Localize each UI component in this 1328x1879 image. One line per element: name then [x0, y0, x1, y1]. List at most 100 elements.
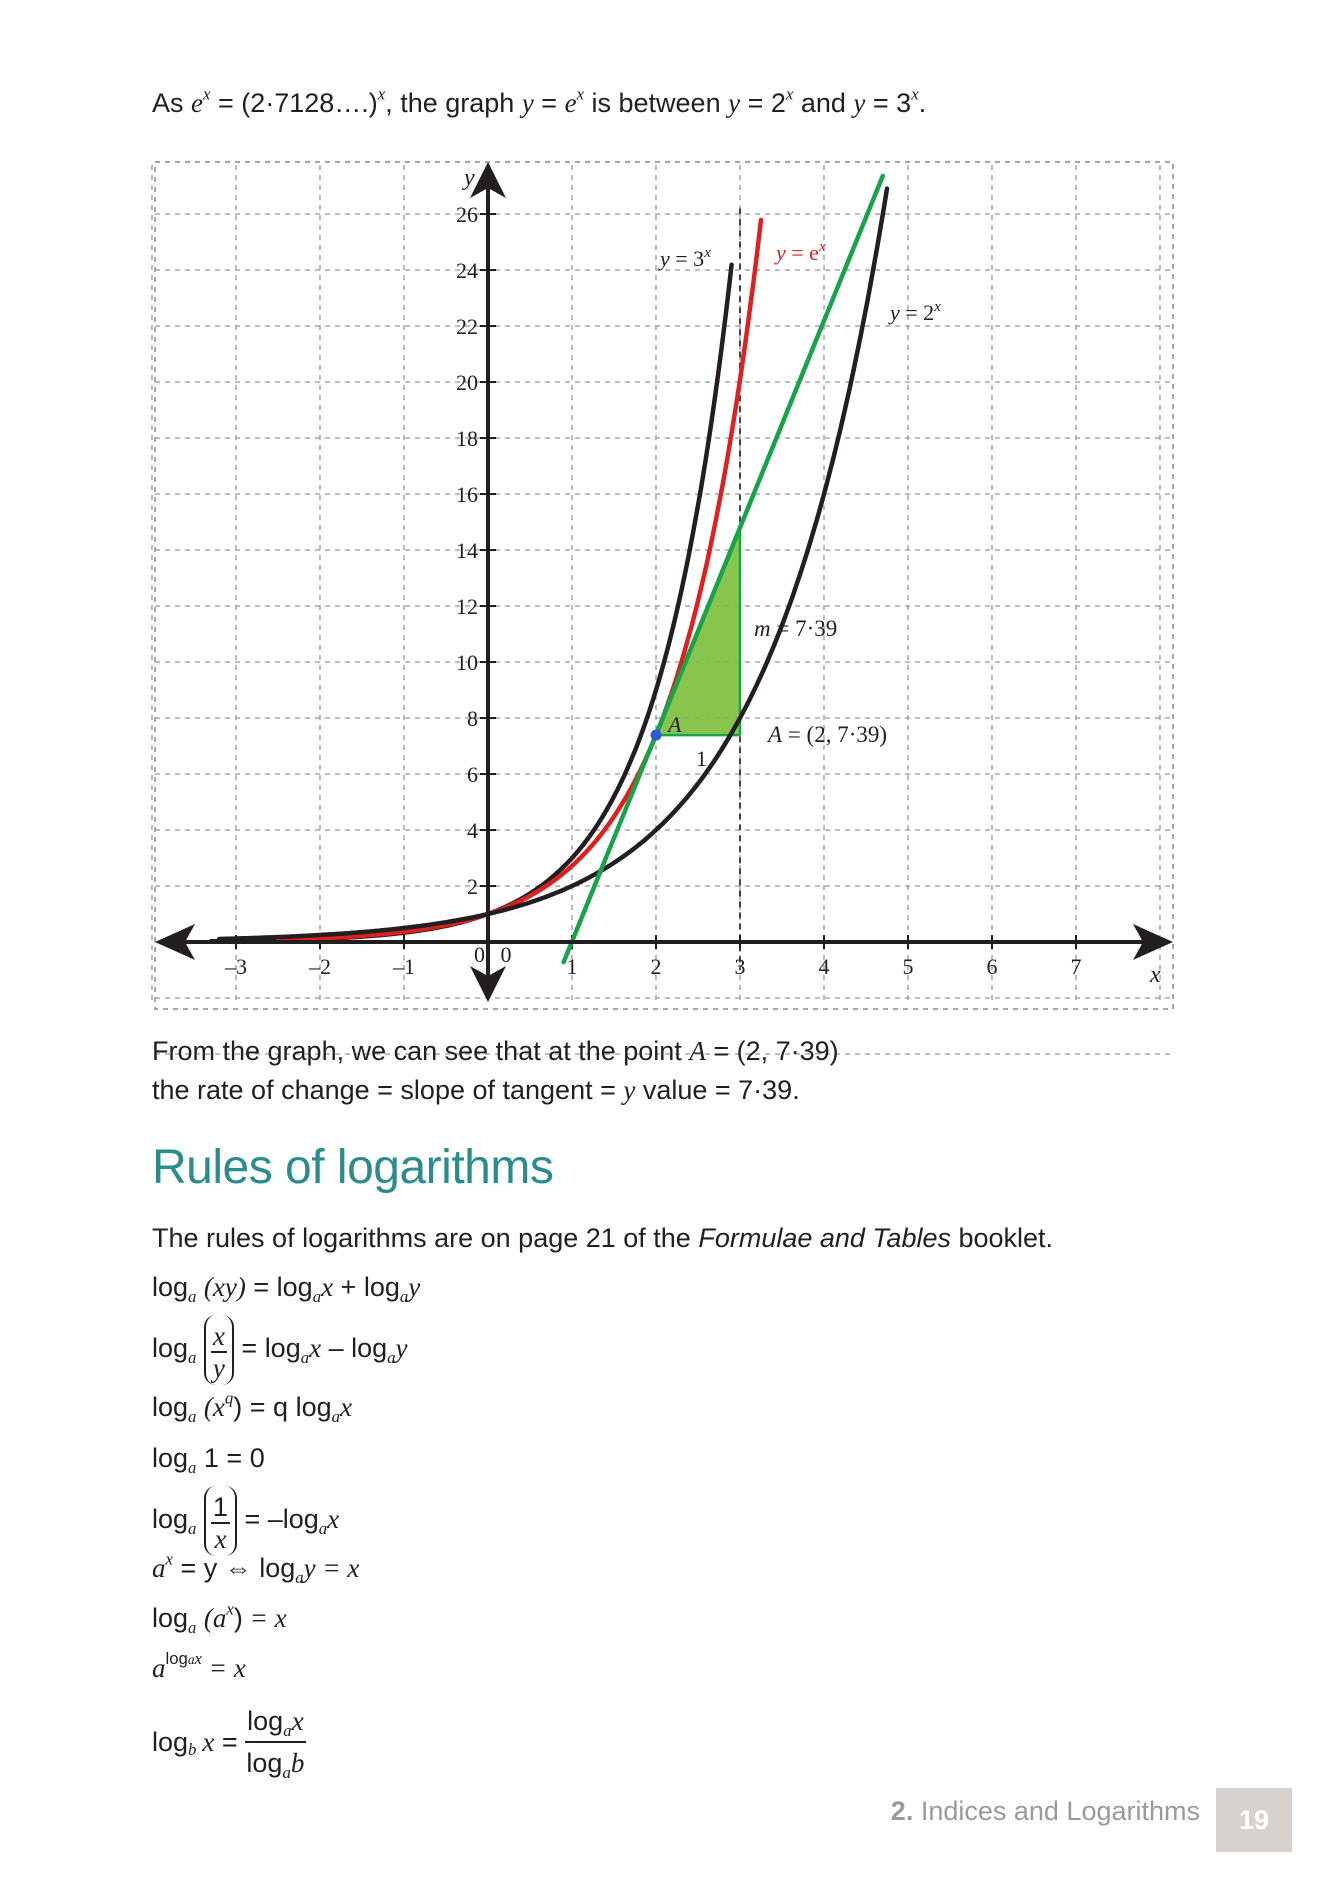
obs-text: From the graph, we can see that at the p…: [152, 1036, 690, 1066]
paren: ): [233, 1392, 243, 1422]
arg: x: [309, 1333, 322, 1363]
log: log: [165, 1649, 188, 1669]
arg: b: [290, 1748, 305, 1778]
base: a: [295, 1567, 304, 1587]
exponent: x: [165, 1549, 173, 1569]
y-tick-label: 0: [474, 942, 485, 967]
log: log: [246, 1748, 283, 1778]
x-tick-label: 0: [501, 942, 512, 967]
series-2x: [216, 186, 890, 942]
y-tick-label: 4: [467, 818, 478, 843]
y-tick-label: 16: [456, 482, 478, 507]
curve-labels: y = 3x y = ex y = 2x m = 7·39 1A A = (2, 7·39…: [658, 239, 941, 771]
rhs: = x: [201, 1653, 246, 1683]
log: log: [152, 1392, 189, 1422]
page-number: 19: [1216, 1788, 1292, 1852]
log: log: [152, 1272, 189, 1302]
rhs: = q log: [242, 1392, 332, 1422]
chapter-title: Indices and Logarithms: [913, 1796, 1200, 1826]
x-axis-label: x: [1149, 962, 1161, 988]
base: a: [187, 1652, 195, 1668]
equals: =: [233, 1333, 265, 1363]
equals: =: [865, 88, 897, 118]
book-title: Formulae and Tables: [698, 1223, 951, 1253]
numerator: x: [210, 1320, 227, 1353]
base: a: [188, 1347, 197, 1367]
exponent: x: [203, 84, 211, 104]
rule-product: loga (xy) = logax + logay: [152, 1270, 421, 1306]
log: log: [152, 1727, 189, 1757]
e-value: = (2·7128….): [210, 88, 378, 118]
minus: –: [321, 1333, 352, 1363]
y-tick-label: 8: [467, 706, 478, 731]
arg: x: [194, 1649, 202, 1669]
grid: [151, 165, 1173, 1055]
x-tick-label: 7: [1071, 954, 1082, 979]
arg: (x: [203, 1392, 225, 1422]
arg: y: [395, 1333, 408, 1363]
y-tick-label: 2: [467, 874, 478, 899]
intro-text: As: [152, 88, 192, 118]
y-tick-label: 22: [456, 314, 478, 339]
arg: y: [303, 1553, 316, 1583]
label-3x: y = 3x: [658, 245, 711, 271]
intro-text: and: [793, 88, 854, 118]
intro-line: As ex = (2·7128….)x, the graph y = ex is…: [152, 86, 926, 120]
base: a: [283, 1720, 292, 1740]
equals: =: [533, 88, 565, 118]
y-axis-label: y: [462, 165, 475, 191]
log: log: [363, 1272, 400, 1302]
obs-text: value = 7·39.: [635, 1075, 800, 1105]
base-three: 3: [896, 88, 912, 118]
label-2x: y = 2x: [888, 299, 941, 325]
arg: x: [291, 1706, 304, 1736]
arg: y: [408, 1272, 421, 1302]
arg: x: [321, 1272, 334, 1302]
numerator: 1: [210, 1491, 230, 1524]
y-var: y: [623, 1075, 636, 1105]
y-tick-label: 12: [456, 594, 478, 619]
series-tangent: [561, 173, 886, 965]
observation-line-1: From the graph, we can see that at the p…: [152, 1034, 839, 1068]
y-var: y: [728, 88, 741, 118]
arg: x: [202, 1727, 215, 1757]
coord-label: A = (2, 7·39): [766, 722, 887, 747]
y-var: y: [853, 88, 866, 118]
intro-text: , the graph: [385, 88, 522, 118]
point-a-label: A: [666, 712, 682, 737]
rule-log-of-power: loga (ax) = x: [152, 1599, 287, 1636]
denominator: y: [212, 1352, 225, 1383]
series-3x: [208, 262, 734, 944]
point-a: A: [689, 1036, 706, 1066]
chart-frame: [154, 161, 1174, 1010]
base: a: [318, 1518, 328, 1538]
base: a: [188, 1457, 197, 1477]
x-tick-label: 3: [735, 954, 746, 979]
exponent: x: [576, 84, 584, 104]
obs-text: the rate of change = slope of tangent =: [152, 1075, 624, 1105]
log: log: [276, 1272, 313, 1302]
rules-intro: The rules of logarithms are on page 21 o…: [152, 1221, 1053, 1255]
x-axis-arrow-left: [155, 924, 195, 960]
rule-equivalence: ax = y ⇔ logay = x: [152, 1549, 360, 1587]
exponent: x: [377, 84, 386, 104]
base: a: [399, 1286, 409, 1306]
y-tick-label: 20: [456, 370, 478, 395]
exponent: q: [224, 1388, 234, 1408]
base: a: [188, 1406, 197, 1426]
base: a: [152, 1553, 166, 1583]
log: log: [152, 1443, 189, 1473]
y-tick-label: 24: [456, 258, 478, 283]
point-a-marker: [650, 729, 662, 741]
denominator: x: [214, 1523, 227, 1554]
base: a: [188, 1286, 197, 1306]
rhs: = x: [315, 1553, 360, 1583]
arg: (a: [203, 1603, 227, 1633]
x-tick-label: 6: [987, 954, 998, 979]
exponent: x: [226, 1599, 234, 1619]
